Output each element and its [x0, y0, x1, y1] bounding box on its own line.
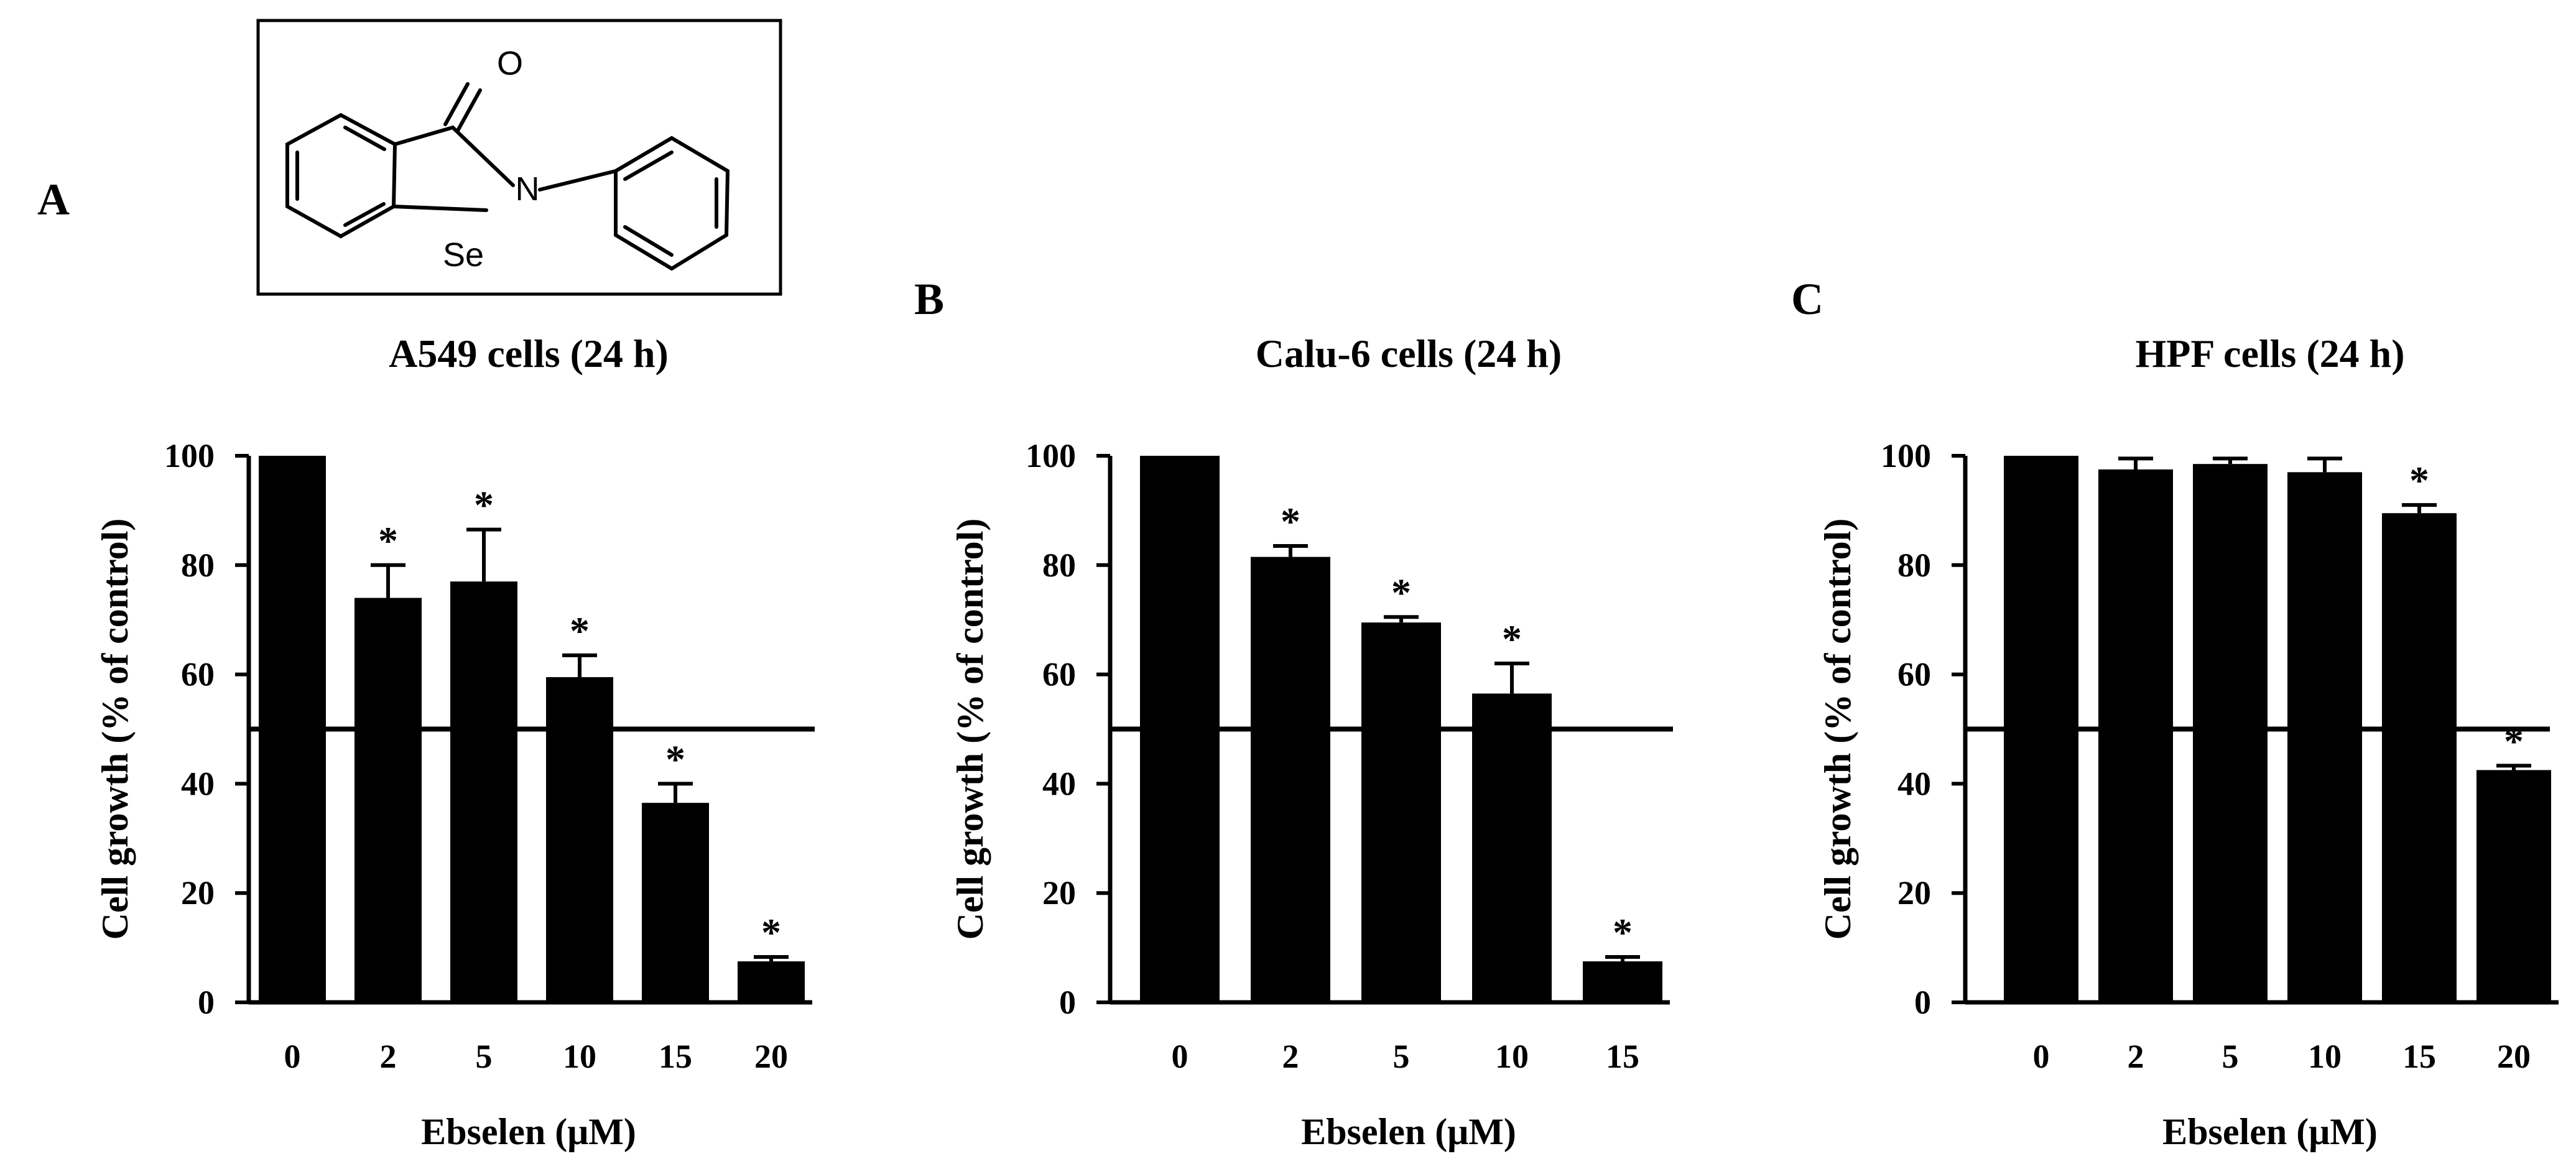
x-tick-label: 0 — [1172, 1038, 1188, 1075]
panel-label: A — [37, 175, 70, 224]
significance-marker: * — [1502, 617, 1522, 661]
x-tick-label: 2 — [1282, 1038, 1299, 1075]
chart-title: A549 cells (24 h) — [389, 331, 669, 376]
bar — [2098, 469, 2173, 1002]
carbonyl-bond — [443, 82, 482, 132]
bar — [1583, 961, 1662, 1002]
x-tick-label: 15 — [1606, 1038, 1639, 1075]
bar — [1472, 693, 1552, 1002]
y-tick-label: 100 — [1026, 437, 1076, 474]
y-tick-label: 80 — [1897, 547, 1931, 584]
structure-frame — [256, 19, 782, 296]
x-tick-label: 5 — [476, 1038, 493, 1075]
bar — [546, 677, 613, 1002]
n-phenyl-bond — [538, 169, 618, 192]
y-tick-label: 0 — [1059, 984, 1076, 1021]
x-tick-label: 2 — [380, 1038, 397, 1075]
chart-title: HPF cells (24 h) — [2135, 331, 2404, 376]
bar — [450, 581, 517, 1002]
x-tick-label: 20 — [754, 1038, 788, 1075]
ebselen-structure — [256, 19, 782, 296]
bar — [2193, 464, 2268, 1002]
significance-marker: * — [665, 737, 685, 781]
y-axis-label: Cell growth (% of control) — [1817, 519, 1858, 940]
x-tick-label: 0 — [2033, 1038, 2050, 1075]
benzo-ring — [285, 113, 397, 239]
significance-marker: * — [2504, 719, 2524, 763]
y-tick-label: 80 — [181, 547, 215, 584]
y-axis-label: Cell growth (% of control) — [950, 519, 991, 940]
x-axis-label: Ebselen (μM) — [1301, 1111, 1516, 1152]
y-tick-label: 40 — [1042, 765, 1076, 802]
y-axis-label: Cell growth (% of control) — [95, 519, 136, 940]
significance-marker: * — [2409, 458, 2429, 502]
isoselenazolone-ring — [392, 125, 515, 212]
x-tick-label: 2 — [2128, 1038, 2144, 1075]
x-tick-label: 15 — [2402, 1038, 2436, 1075]
bar — [642, 803, 709, 1002]
selenium-atom-label: Se — [443, 236, 484, 274]
x-tick-label: 10 — [1495, 1038, 1529, 1075]
significance-marker: * — [378, 519, 398, 563]
significance-marker: * — [474, 483, 494, 527]
bar — [354, 598, 422, 1002]
y-tick-label: 20 — [1042, 874, 1076, 912]
x-tick-label: 5 — [1393, 1038, 1410, 1075]
y-tick-label: 20 — [181, 874, 215, 912]
x-tick-label: 10 — [563, 1038, 596, 1075]
bar — [1251, 557, 1330, 1002]
x-tick-label: 10 — [2308, 1038, 2342, 1075]
phenyl-ring-inner-bonds — [623, 150, 718, 257]
significance-marker: * — [1613, 910, 1633, 954]
y-tick-label: 40 — [1897, 765, 1931, 802]
significance-marker: * — [761, 910, 781, 954]
nitrogen-atom-label: N — [516, 170, 540, 208]
significance-marker: * — [570, 609, 590, 653]
y-tick-label: 60 — [1897, 656, 1931, 693]
x-tick-label: 15 — [659, 1038, 692, 1075]
phenyl-ring — [614, 136, 730, 271]
significance-marker: * — [1391, 570, 1411, 614]
y-tick-label: 60 — [181, 656, 215, 693]
bar — [2382, 513, 2457, 1002]
x-axis-label: Ebselen (μM) — [421, 1111, 636, 1152]
y-tick-label: 60 — [1042, 656, 1076, 693]
y-tick-label: 100 — [164, 437, 215, 474]
oxygen-atom-label: O — [497, 45, 523, 82]
x-tick-label: 5 — [2222, 1038, 2239, 1075]
panel-label: B — [914, 274, 944, 324]
bar — [1361, 622, 1441, 1002]
benzo-ring-inner-bonds — [295, 126, 386, 227]
bar — [738, 961, 805, 1002]
x-tick-label: 20 — [2497, 1038, 2531, 1075]
bar — [2476, 770, 2551, 1002]
y-tick-label: 0 — [1914, 984, 1931, 1021]
bar — [2287, 472, 2362, 1002]
x-tick-label: 0 — [284, 1038, 301, 1075]
x-axis-label: Ebselen (μM) — [2162, 1111, 2378, 1152]
y-tick-label: 20 — [1897, 874, 1931, 912]
y-tick-label: 100 — [1881, 437, 1931, 474]
significance-marker: * — [1281, 499, 1300, 543]
y-tick-label: 0 — [198, 984, 215, 1021]
y-tick-label: 80 — [1042, 547, 1076, 584]
chart-title: Calu-6 cells (24 h) — [1256, 331, 1562, 376]
panel-label: C — [1791, 274, 1823, 324]
y-tick-label: 40 — [181, 765, 215, 802]
